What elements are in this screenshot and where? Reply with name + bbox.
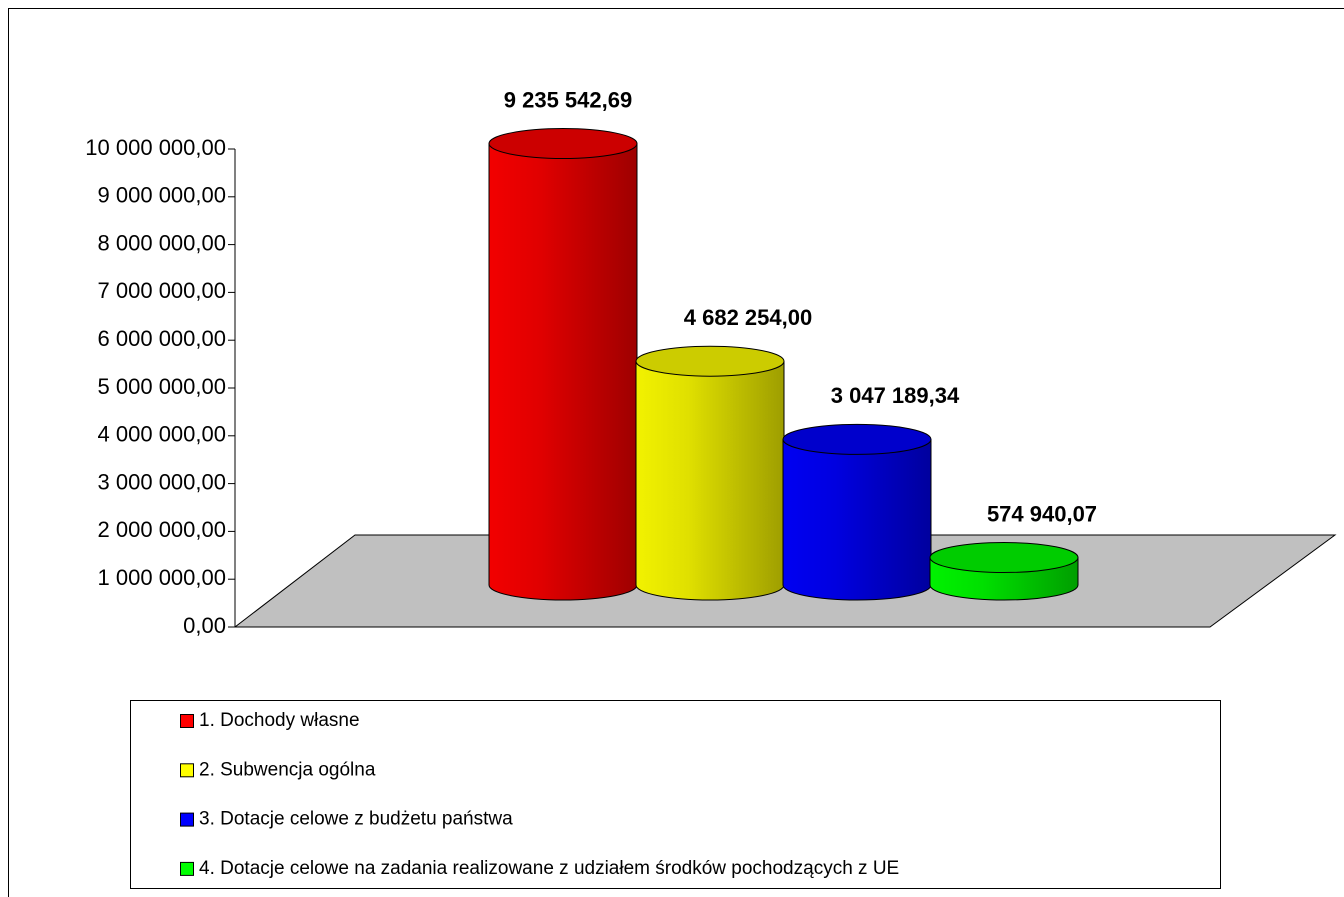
cylinder [782,423,932,601]
value-label: 574 940,07 [987,501,1097,526]
value-label: 3 047 189,34 [831,383,960,408]
cylinder-top [782,423,932,455]
cylinder-top [929,542,1079,574]
legend-key [180,861,194,876]
value-label: 4 682 254,00 [684,305,812,330]
legend-label: 2. Subwencja ogólna [199,759,376,780]
y-tick-label: 9 000 000,00 [98,183,226,208]
y-tick-label: 3 000 000,00 [98,469,226,494]
y-tick-label: 8 000 000,00 [98,230,226,255]
y-tick-label: 4 000 000,00 [98,422,226,447]
y-tick-label: 6 000 000,00 [98,326,226,351]
y-tick-label: 2 000 000,00 [98,517,226,542]
y-tick-label: 7 000 000,00 [98,278,226,303]
cylinder-body [488,143,638,601]
legend-key [180,763,194,778]
cylinder [929,542,1079,601]
legend-label: 3. Dotacje celowe z budżetu państwa [199,809,513,830]
legend-label: 4. Dotacje celowe na zadania realizowane… [199,858,899,879]
value-label: 9 235 542,69 [504,87,632,112]
cylinder-top [488,128,638,160]
legend-label: 1. Dochody własne [199,710,360,731]
y-tick-label: 5 000 000,00 [98,374,226,399]
cylinder-body [635,360,785,601]
chart-frame [8,8,1344,897]
legend-key [180,714,194,728]
legend [130,700,1221,889]
y-tick-label: 1 000 000,00 [98,565,226,590]
cylinder-top [635,345,785,377]
y-tick-label: 0,00 [183,613,226,638]
legend-key [180,812,194,827]
cylinder [488,128,638,601]
cylinder-body [782,438,932,601]
y-tick-label: 10 000 000,00 [85,135,226,160]
cylinder [635,345,785,601]
